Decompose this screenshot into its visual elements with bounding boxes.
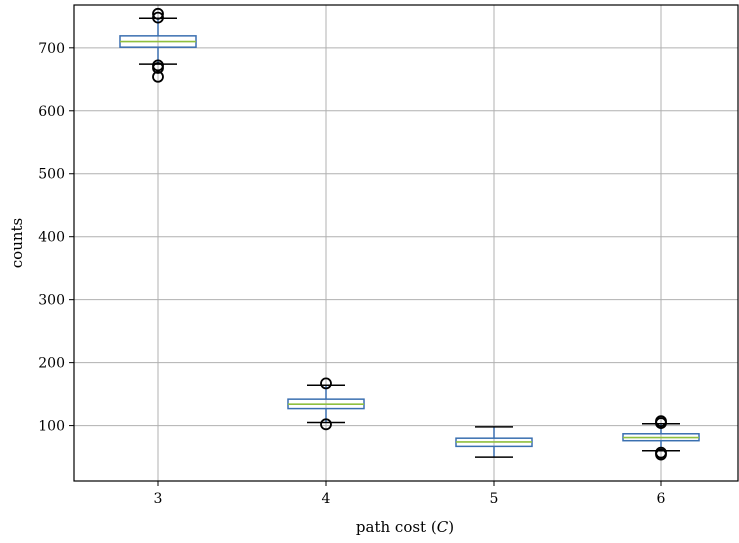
flier-6-1	[655, 417, 667, 429]
x-tick-label-3: 3	[154, 491, 163, 507]
flier-6-3	[655, 448, 667, 461]
y-tick-label-600: 600	[38, 104, 65, 120]
flier-4-1	[320, 418, 332, 431]
x-axis-label: path cost	[356, 518, 431, 536]
flier-3-0	[152, 7, 164, 20]
x-tick-label-4: 4	[322, 491, 331, 507]
flier-4-0	[320, 377, 332, 390]
grid-layer	[74, 5, 738, 481]
y-tick-label-200: 200	[38, 356, 65, 372]
y-tick-label-400: 400	[38, 230, 65, 246]
flier-3-1	[152, 11, 164, 24]
y-tick-label-300: 300	[38, 293, 65, 309]
y-tick-label-700: 700	[38, 41, 65, 57]
x-tick-label-6: 6	[657, 491, 666, 507]
plot-frame	[73, 4, 739, 482]
x-axis-paren-open: (	[431, 518, 437, 536]
x-axis-title: path cost (C)	[356, 518, 454, 536]
flier-3-4	[152, 70, 164, 83]
y-tick-label-500: 500	[38, 167, 65, 183]
x-tick-label-5: 5	[490, 491, 499, 507]
box-layer	[119, 7, 700, 461]
x-axis-paren-close: )	[448, 518, 454, 536]
tick-layer: 100 200 300 400 500 600 700 3 4 5 6	[38, 41, 665, 507]
y-tick-label-100: 100	[38, 419, 65, 435]
y-axis-title: counts	[8, 218, 26, 268]
x-axis-symbol: C	[437, 518, 449, 536]
flier-3-3	[152, 62, 164, 74]
